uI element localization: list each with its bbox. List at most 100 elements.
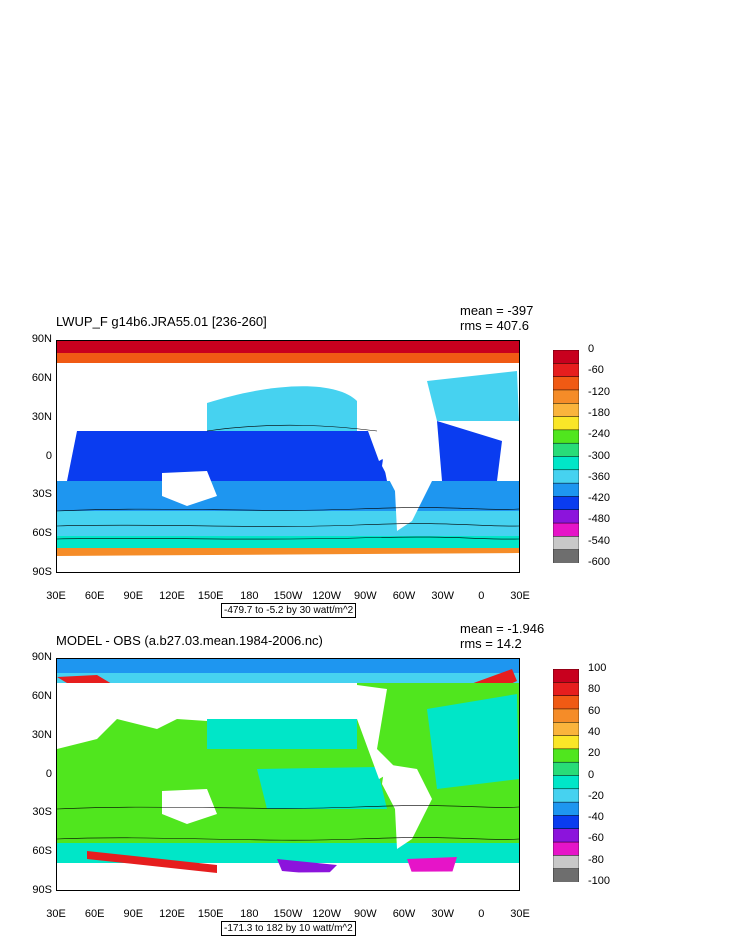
contour-line <box>57 507 519 512</box>
tropical-pacific-top <box>67 431 387 481</box>
colorbar-swatch-top <box>552 549 580 564</box>
lon-tick-label-top: 0 <box>478 590 485 602</box>
arctic-land-bottom <box>207 683 357 719</box>
colorbar-swatch-bottom <box>552 775 580 790</box>
map-field-bottom <box>57 659 519 890</box>
arctic-band-2-top <box>57 353 519 363</box>
lon-tick-label-bottom: 30W <box>431 908 454 920</box>
colorbar-label-top: -60 <box>588 364 604 377</box>
colorbar-label-bottom: 80 <box>588 683 601 696</box>
colorbar-swatch-bottom <box>552 801 580 817</box>
colorbar-label-top: -540 <box>588 534 611 547</box>
lon-tick-label-bottom: 90E <box>123 908 144 920</box>
colorbar-swatch-top <box>552 496 580 511</box>
colorbar-label-bottom: -60 <box>588 832 604 845</box>
colorbar-label-bottom: -100 <box>588 875 611 887</box>
colorbar-label-bottom: 60 <box>588 704 601 717</box>
lon-tick-label-top: 60W <box>392 590 416 602</box>
southern-ocean-top <box>57 511 519 536</box>
lon-tick-label-top: 60E <box>84 590 105 602</box>
colorbar-swatch-bottom <box>552 761 580 777</box>
colorbar-swatch-top <box>552 522 580 538</box>
colorbar-label-bottom: 20 <box>588 747 601 760</box>
contour-line <box>57 837 519 841</box>
map-plot-top <box>56 340 520 573</box>
antarctic-margin-top <box>57 548 519 556</box>
north-pacific-top <box>207 386 357 431</box>
colorbar-swatch-top <box>552 389 580 404</box>
antarctica-land-top <box>57 553 519 572</box>
weddell-cold-bottom <box>407 857 457 873</box>
colorbar-swatch-top <box>552 469 580 484</box>
lon-axis-bottom: 30E 60E 90E 120E 150E 180 150W 120W 90W 60W 30W 0 30… <box>46 908 530 922</box>
lat-tick-label-bottom: 30S <box>32 806 52 819</box>
lon-tick-label-top: 90E <box>123 590 144 602</box>
colorbar-swatch-top <box>552 482 580 498</box>
lon-tick-label-bottom: 30E <box>46 908 66 920</box>
lon-tick-label-top: 30E <box>46 590 66 602</box>
colorbar-bottom <box>552 668 580 883</box>
colorbar-label-top: -600 <box>588 556 611 568</box>
colorbar-swatch-bottom <box>552 695 580 710</box>
north-america-land-top <box>357 369 397 461</box>
lon-tick-label-top: 90W <box>353 590 377 602</box>
colorbar-label-bottom: 40 <box>588 725 601 738</box>
arctic-band-bottom <box>57 659 519 673</box>
rms-label-top: rms = 407.6 <box>460 318 530 333</box>
range-label-bottom: -171.3 to 182 by 10 watt/m^2 <box>221 921 356 936</box>
colorbar-label-top: -420 <box>588 492 611 505</box>
colorbar-swatch-top <box>552 442 580 458</box>
colorbar-swatch-top <box>552 376 580 391</box>
lat-axis-bottom: 90N 60N 30N 0 30S 60S 90S <box>18 651 54 896</box>
arctic-band-top <box>57 341 519 353</box>
lon-tick-label-bottom: 60E <box>84 908 105 920</box>
asia-land-bottom <box>57 683 207 749</box>
colorbar-label-top: 0 <box>588 343 595 355</box>
colorbar-swatch-top <box>552 349 580 365</box>
lon-tick-label-bottom: 0 <box>478 908 485 920</box>
colorbar-label-top: -120 <box>588 385 611 398</box>
colorbar-label-top: -180 <box>588 406 611 419</box>
colorbar-label-bottom: 0 <box>588 768 595 781</box>
lat-tick-label-top: 30N <box>31 410 52 423</box>
colorbar-swatch-bottom <box>552 722 580 737</box>
contour-line <box>57 536 519 540</box>
colorbar-swatch-bottom <box>552 708 580 723</box>
antarctica-land-bottom <box>57 871 519 890</box>
lat-tick-label-bottom: 90N <box>31 651 52 663</box>
lon-tick-label-top: 30W <box>431 590 454 602</box>
lon-tick-label-top: 150E <box>197 590 224 602</box>
southern-hotspot-bottom <box>87 851 217 873</box>
mean-label-bottom: mean = -1.946 <box>460 621 545 636</box>
lon-tick-label-top: 120W <box>312 590 342 602</box>
colorbar-swatch-top <box>552 363 580 378</box>
northern-land-top <box>57 363 519 403</box>
rms-label-bottom: rms = 14.2 <box>460 636 522 651</box>
tropical-atlantic-top <box>437 421 502 481</box>
colorbar-label-top: -480 <box>588 513 611 526</box>
map-field-top <box>57 341 519 572</box>
colorbar-swatch-bottom <box>552 735 580 750</box>
colorbar-swatch-top <box>552 403 580 418</box>
lon-tick-label-top: 180 <box>240 590 259 602</box>
lon-axis-top: 30E 60E 90E 120E 150E 180 150W 120W 90W 60W 30W 0 30… <box>46 590 530 604</box>
colorbar-swatches-bottom <box>552 668 580 883</box>
australia-land-top <box>162 471 217 506</box>
southern-ocean-bottom <box>57 843 519 863</box>
lon-tick-label-bottom: 150E <box>197 908 224 920</box>
atlantic-bottom <box>427 694 519 789</box>
colorbar-swatch-top <box>552 456 580 471</box>
colorbar-swatch-top <box>552 429 580 444</box>
lat-tick-label-top: 90S <box>32 566 52 578</box>
colorbar-swatch-top <box>552 509 580 524</box>
contour-line <box>57 523 519 527</box>
lat-tick-label-top: 0 <box>45 449 52 462</box>
colorbar-swatches-top <box>552 349 580 564</box>
colorbar-labels-top: 0 -60 -120 -180 -240 -300 -360 -420 -480 -540 -600 <box>588 343 628 568</box>
colorbar-top <box>552 349 580 564</box>
lon-tick-label-bottom: 30E <box>510 908 530 920</box>
colorbar-label-top: -240 <box>588 428 611 441</box>
asia-land-top <box>57 363 207 431</box>
lon-tick-label-top: 150W <box>273 590 303 602</box>
colorbar-label-bottom: 100 <box>588 662 607 674</box>
